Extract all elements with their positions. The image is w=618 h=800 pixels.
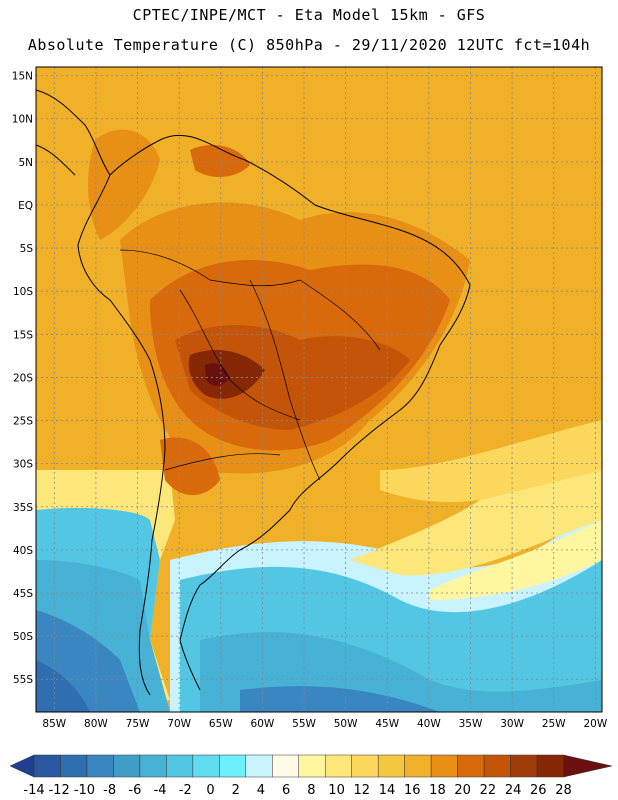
colorbar-tick-label: -6 [128,783,141,798]
temperature-field [36,67,602,712]
colorbar-swatch [139,754,167,778]
colorbar-tick-label: 0 [206,783,214,798]
colorbar-tick-label: 4 [257,783,265,798]
colorbar-swatch [245,754,273,778]
colorbar-swatch [33,754,61,778]
colorbar-swatch [324,754,352,778]
latitude-tick-label: 15S [13,329,33,341]
colorbar-tick-label: 2 [232,783,240,798]
colorbar-tick-label: 20 [454,783,471,798]
colorbar-tick-label: 14 [379,783,396,798]
colorbar-swatch [219,754,247,778]
colorbar-swatch [457,754,485,778]
longitude-tick-label: 25W [542,718,566,730]
longitude-tick-label: 75W [126,718,150,730]
latitude-tick-label: 40S [13,545,33,557]
latitude-tick-label: 25S [13,416,33,428]
colorbar-tick-label: 28 [555,783,572,798]
colorbar-tick-label: -8 [103,783,116,798]
latitude-tick-label: 5N [18,157,33,169]
latitude-tick-label: 10S [13,286,33,298]
title-line-2: Absolute Temperature (C) 850hPa - 29/11/… [27,36,591,54]
map-frame [35,66,603,713]
latitude-tick-label: 50S [13,631,33,643]
longitude-tick-label: 45W [375,718,399,730]
longitude-tick-label: 40W [417,718,441,730]
colorbar-swatch [86,754,114,778]
colorbar-swatch [430,754,458,778]
longitude-tick-label: 35W [459,718,483,730]
colorbar-tick-label: 10 [328,783,345,798]
lat-lon-grid [36,67,602,712]
colorbar-swatch [272,754,300,778]
colorbar-swatch [60,754,88,778]
colorbar-labels: -14 -12 -10 -8 -6 -4 -2 0 2 4 6 8 10 12 14 16 18 20 22 24 26… [23,783,571,798]
colorbar-tick-label: -12 [49,783,70,798]
latitude-tick-label: 5S [20,243,34,255]
colorbar-tick-label: 18 [429,783,446,798]
colorbar-tick-label: -10 [74,783,95,798]
country-borders [119,249,381,481]
colorbar-swatch [166,754,194,778]
longitude-tick-label: 50W [334,718,358,730]
colorbar-tick-label: -14 [23,783,44,798]
colorbar-swatch [298,754,326,778]
colorbar-tick-label: 24 [505,783,522,798]
colorbar-swatch [404,754,432,778]
longitude-tick-label: 65W [209,718,233,730]
colorbar-max-arrow [563,754,613,778]
longitude-tick-label: 85W [42,718,66,730]
longitude-tick-label: 30W [500,718,524,730]
colorbar [9,754,613,778]
longitude-tick-label: 20W [583,718,607,730]
longitude-tick-label: 70W [167,718,191,730]
colorbar-min-arrow [9,754,35,778]
latitude-tick-label: 30S [13,459,33,471]
latitude-labels: 15N 10N 5N EQ 5S 10S 15S 20S 25S 30S 35S 40S 45S 50S 5… [12,71,34,687]
longitude-labels: 85W 80W 75W 70W 65W 60W 55W 50W 45W 40W 35W 30W 25W 2… [42,718,607,730]
latitude-tick-label: EQ [18,200,33,212]
colorbar-swatch [113,754,141,778]
colorbar-tick-label: 22 [480,783,497,798]
colorbar-swatch [351,754,379,778]
latitude-tick-label: 15N [12,71,33,83]
longitude-tick-label: 55W [292,718,316,730]
colorbar-swatch [192,754,220,778]
longitude-tick-label: 60W [251,718,275,730]
colorbar-tick-label: 6 [282,783,290,798]
latitude-tick-label: 55S [13,674,33,686]
colorbar-swatch [377,754,405,778]
colorbar-swatch [536,754,564,778]
latitude-tick-label: 20S [13,372,33,384]
colorbar-tick-label: -2 [179,783,192,798]
latitude-tick-label: 10N [12,114,33,126]
latitude-tick-label: 35S [13,502,33,514]
colorbar-tick-label: 16 [404,783,421,798]
colorbar-swatch [483,754,511,778]
latitude-tick-label: 45S [13,588,33,600]
colorbar-swatch [510,754,538,778]
colorbar-tick-label: 26 [530,783,547,798]
title-line-1: CPTEC/INPE/MCT - Eta Model 15km - GFS [132,6,486,24]
colorbar-tick-label: 8 [307,783,315,798]
coastline [36,89,471,696]
longitude-tick-label: 80W [84,718,108,730]
colorbar-tick-label: 12 [354,783,371,798]
colorbar-tick-label: -4 [154,783,167,798]
